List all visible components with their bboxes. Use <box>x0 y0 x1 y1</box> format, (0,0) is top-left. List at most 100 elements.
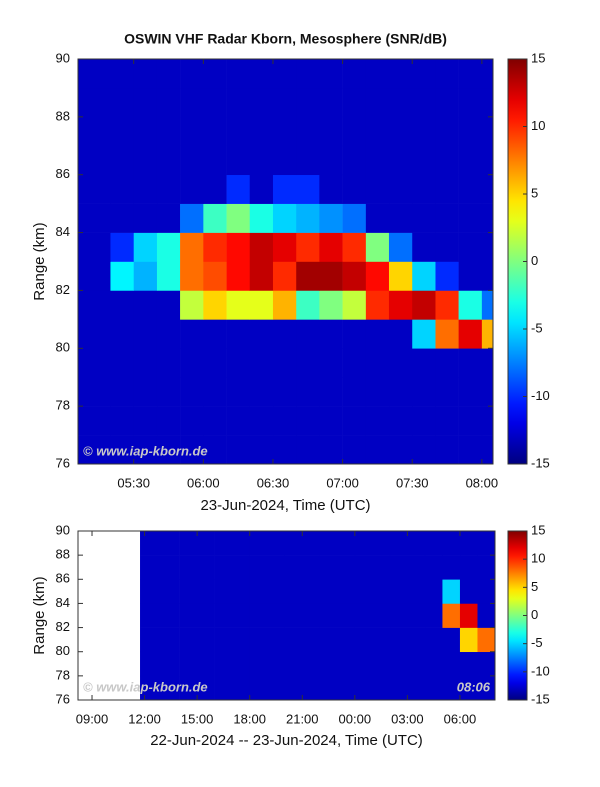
heat-cell <box>180 59 204 89</box>
heat-cell <box>78 290 111 320</box>
time-stamp: 08:06 <box>457 679 491 694</box>
colorbar-tick-label: -5 <box>531 635 543 650</box>
heat-cell <box>365 319 390 349</box>
heat-cell <box>412 174 436 204</box>
heat-cell <box>412 87 436 118</box>
heat-cell <box>477 651 496 677</box>
heat-cell <box>388 232 413 262</box>
heat-cell <box>249 435 274 465</box>
heat-cell <box>481 174 494 204</box>
heat-cell <box>319 116 343 147</box>
heat-cell <box>424 603 443 628</box>
heat-cell <box>249 675 286 701</box>
heat-cell <box>365 87 390 118</box>
heat-cell <box>156 290 181 320</box>
heat-cell <box>156 145 181 176</box>
heat-cell <box>459 555 478 580</box>
heat-cell <box>284 579 321 604</box>
heat-cell <box>78 435 111 465</box>
x-tick-label: 03:00 <box>391 711 424 726</box>
heat-cell <box>180 261 204 291</box>
heat-cell <box>412 406 436 436</box>
heat-cell <box>214 627 251 653</box>
heat-cell <box>272 319 297 349</box>
heat-cell <box>354 603 391 628</box>
heat-cell <box>365 406 390 436</box>
heat-cell <box>296 348 320 378</box>
heat-cell <box>272 87 297 118</box>
heat-cell <box>342 348 367 378</box>
heat-cell <box>435 174 459 204</box>
heat-cell <box>424 627 443 653</box>
heat-cell <box>481 348 494 378</box>
heat-cell <box>388 348 413 378</box>
colorbar-tick-label: 0 <box>531 253 538 268</box>
heat-cell <box>342 377 367 407</box>
heat-cell <box>156 203 181 233</box>
heat-cell <box>442 603 461 628</box>
heat-cell <box>214 675 251 701</box>
watermark: © www.iap-kborn.de <box>83 443 208 458</box>
heat-cell <box>226 377 251 407</box>
heat-cell <box>156 174 181 204</box>
heat-cell <box>226 203 251 233</box>
heat-cell <box>140 531 180 556</box>
heat-cell <box>249 377 274 407</box>
heat-cell <box>180 348 204 378</box>
heat-cell <box>203 406 227 436</box>
heat-cell <box>458 290 483 320</box>
heat-cell <box>133 435 158 465</box>
heat-cell <box>78 261 111 291</box>
heat-cell <box>180 232 204 262</box>
heat-cell <box>319 377 343 407</box>
heat-cell <box>435 261 459 291</box>
heat-cell <box>481 87 494 118</box>
heat-cell <box>388 87 413 118</box>
heat-cell <box>110 203 135 233</box>
heat-cell <box>481 435 494 465</box>
heat-cell <box>110 174 135 204</box>
heat-cell <box>203 174 227 204</box>
heat-cell <box>272 377 297 407</box>
heat-cell <box>388 319 413 349</box>
heat-cell <box>226 319 251 349</box>
heat-cell <box>319 531 356 556</box>
colorbar-tick-label: 15 <box>531 50 545 65</box>
heat-cell <box>319 319 343 349</box>
heat-cell <box>284 555 321 580</box>
colorbar-tick-label: -10 <box>531 388 550 403</box>
heat-cell <box>180 319 204 349</box>
y-tick-label: 86 <box>56 166 70 181</box>
heat-cell <box>133 377 158 407</box>
heat-cell <box>133 290 158 320</box>
heat-cell <box>342 59 367 89</box>
heat-cell <box>458 59 483 89</box>
heat-cell <box>388 290 413 320</box>
y-tick-label: 80 <box>56 643 70 658</box>
heat-cell <box>133 319 158 349</box>
heat-cell <box>435 145 459 176</box>
heat-cell <box>140 579 180 604</box>
heat-cell <box>424 531 443 556</box>
heat-cell <box>365 232 390 262</box>
heat-cell <box>78 348 111 378</box>
y-tick-label: 84 <box>56 595 70 610</box>
y-tick-label: 90 <box>56 50 70 65</box>
heat-cell <box>388 174 413 204</box>
heat-cell <box>214 651 251 677</box>
heat-cell <box>458 319 483 349</box>
heat-cell <box>342 203 367 233</box>
heat-cell <box>458 145 483 176</box>
heat-cell <box>110 59 135 89</box>
heat-cell <box>180 203 204 233</box>
heat-cell <box>296 377 320 407</box>
x-axis-label: 23-Jun-2024, Time (UTC) <box>200 497 370 514</box>
plot-frame <box>77 530 496 701</box>
heat-cell <box>296 319 320 349</box>
chart-title: OSWIN VHF Radar Kborn, Mesosphere (SNR/d… <box>124 31 447 47</box>
heat-cell <box>365 290 390 320</box>
heat-cell <box>180 145 204 176</box>
heat-cell <box>226 290 251 320</box>
heat-cell <box>319 203 343 233</box>
colorbar-tick-label: 10 <box>531 551 545 566</box>
